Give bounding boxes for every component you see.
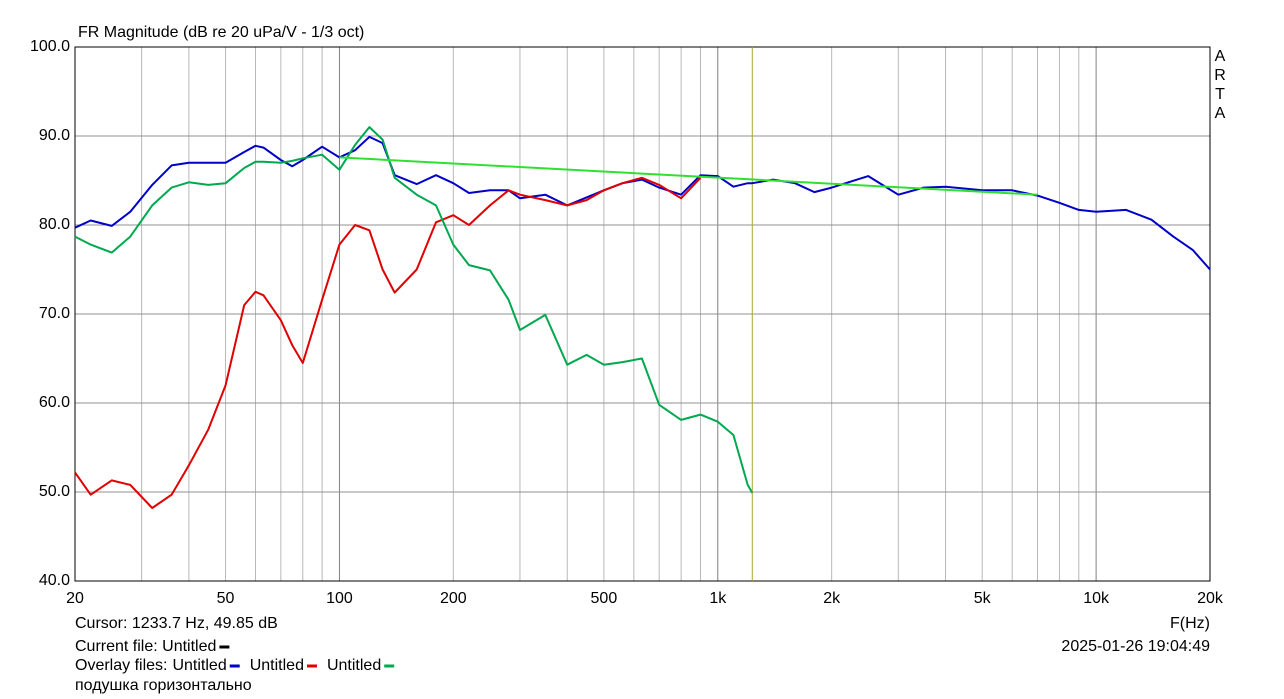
overlay-label: Overlay files: — [75, 657, 167, 674]
x-tick-label: 20k — [1197, 590, 1224, 607]
y-tick-label: 40.0 — [39, 572, 70, 589]
timestamp: 2025-01-26 19:04:49 — [1061, 638, 1210, 655]
x-tick-label: 100 — [326, 590, 353, 607]
y-tick-label: 60.0 — [39, 394, 70, 411]
x-tick-label: 2k — [823, 590, 841, 607]
x-tick-label: 20 — [66, 590, 84, 607]
x-tick-label: 50 — [217, 590, 235, 607]
legend-label: Untitled — [327, 657, 381, 674]
legend-label: Untitled — [250, 657, 304, 674]
x-tick-label: 500 — [591, 590, 618, 607]
x-axis-label: F(Hz) — [1170, 615, 1210, 632]
cursor-readout: Cursor: 1233.7 Hz, 49.85 dB — [75, 615, 278, 632]
series-line — [74, 126, 754, 494]
side-label: ARTA — [1214, 48, 1226, 122]
note: подушка горизонтально — [75, 677, 252, 694]
x-tick-label: 1k — [709, 590, 727, 607]
series-line — [339, 156, 1038, 196]
y-tick-label: 80.0 — [39, 216, 70, 233]
current-file: Current file: Untitled — [75, 638, 216, 655]
legend-label: Untitled — [172, 657, 226, 674]
chart-title: FR Magnitude (dB re 20 uPa/V - 1/3 oct) — [78, 24, 364, 41]
y-tick-label: 50.0 — [39, 483, 70, 500]
y-tick-label: 70.0 — [39, 305, 70, 322]
series-line — [74, 176, 702, 509]
plot-frame — [74, 46, 1211, 582]
series-line — [74, 135, 1211, 271]
x-tick-label: 5k — [974, 590, 992, 607]
x-tick-label: 200 — [440, 590, 467, 607]
y-tick-label: 90.0 — [39, 127, 70, 144]
x-tick-label: 10k — [1083, 590, 1110, 607]
y-tick-label: 100.0 — [30, 38, 70, 55]
